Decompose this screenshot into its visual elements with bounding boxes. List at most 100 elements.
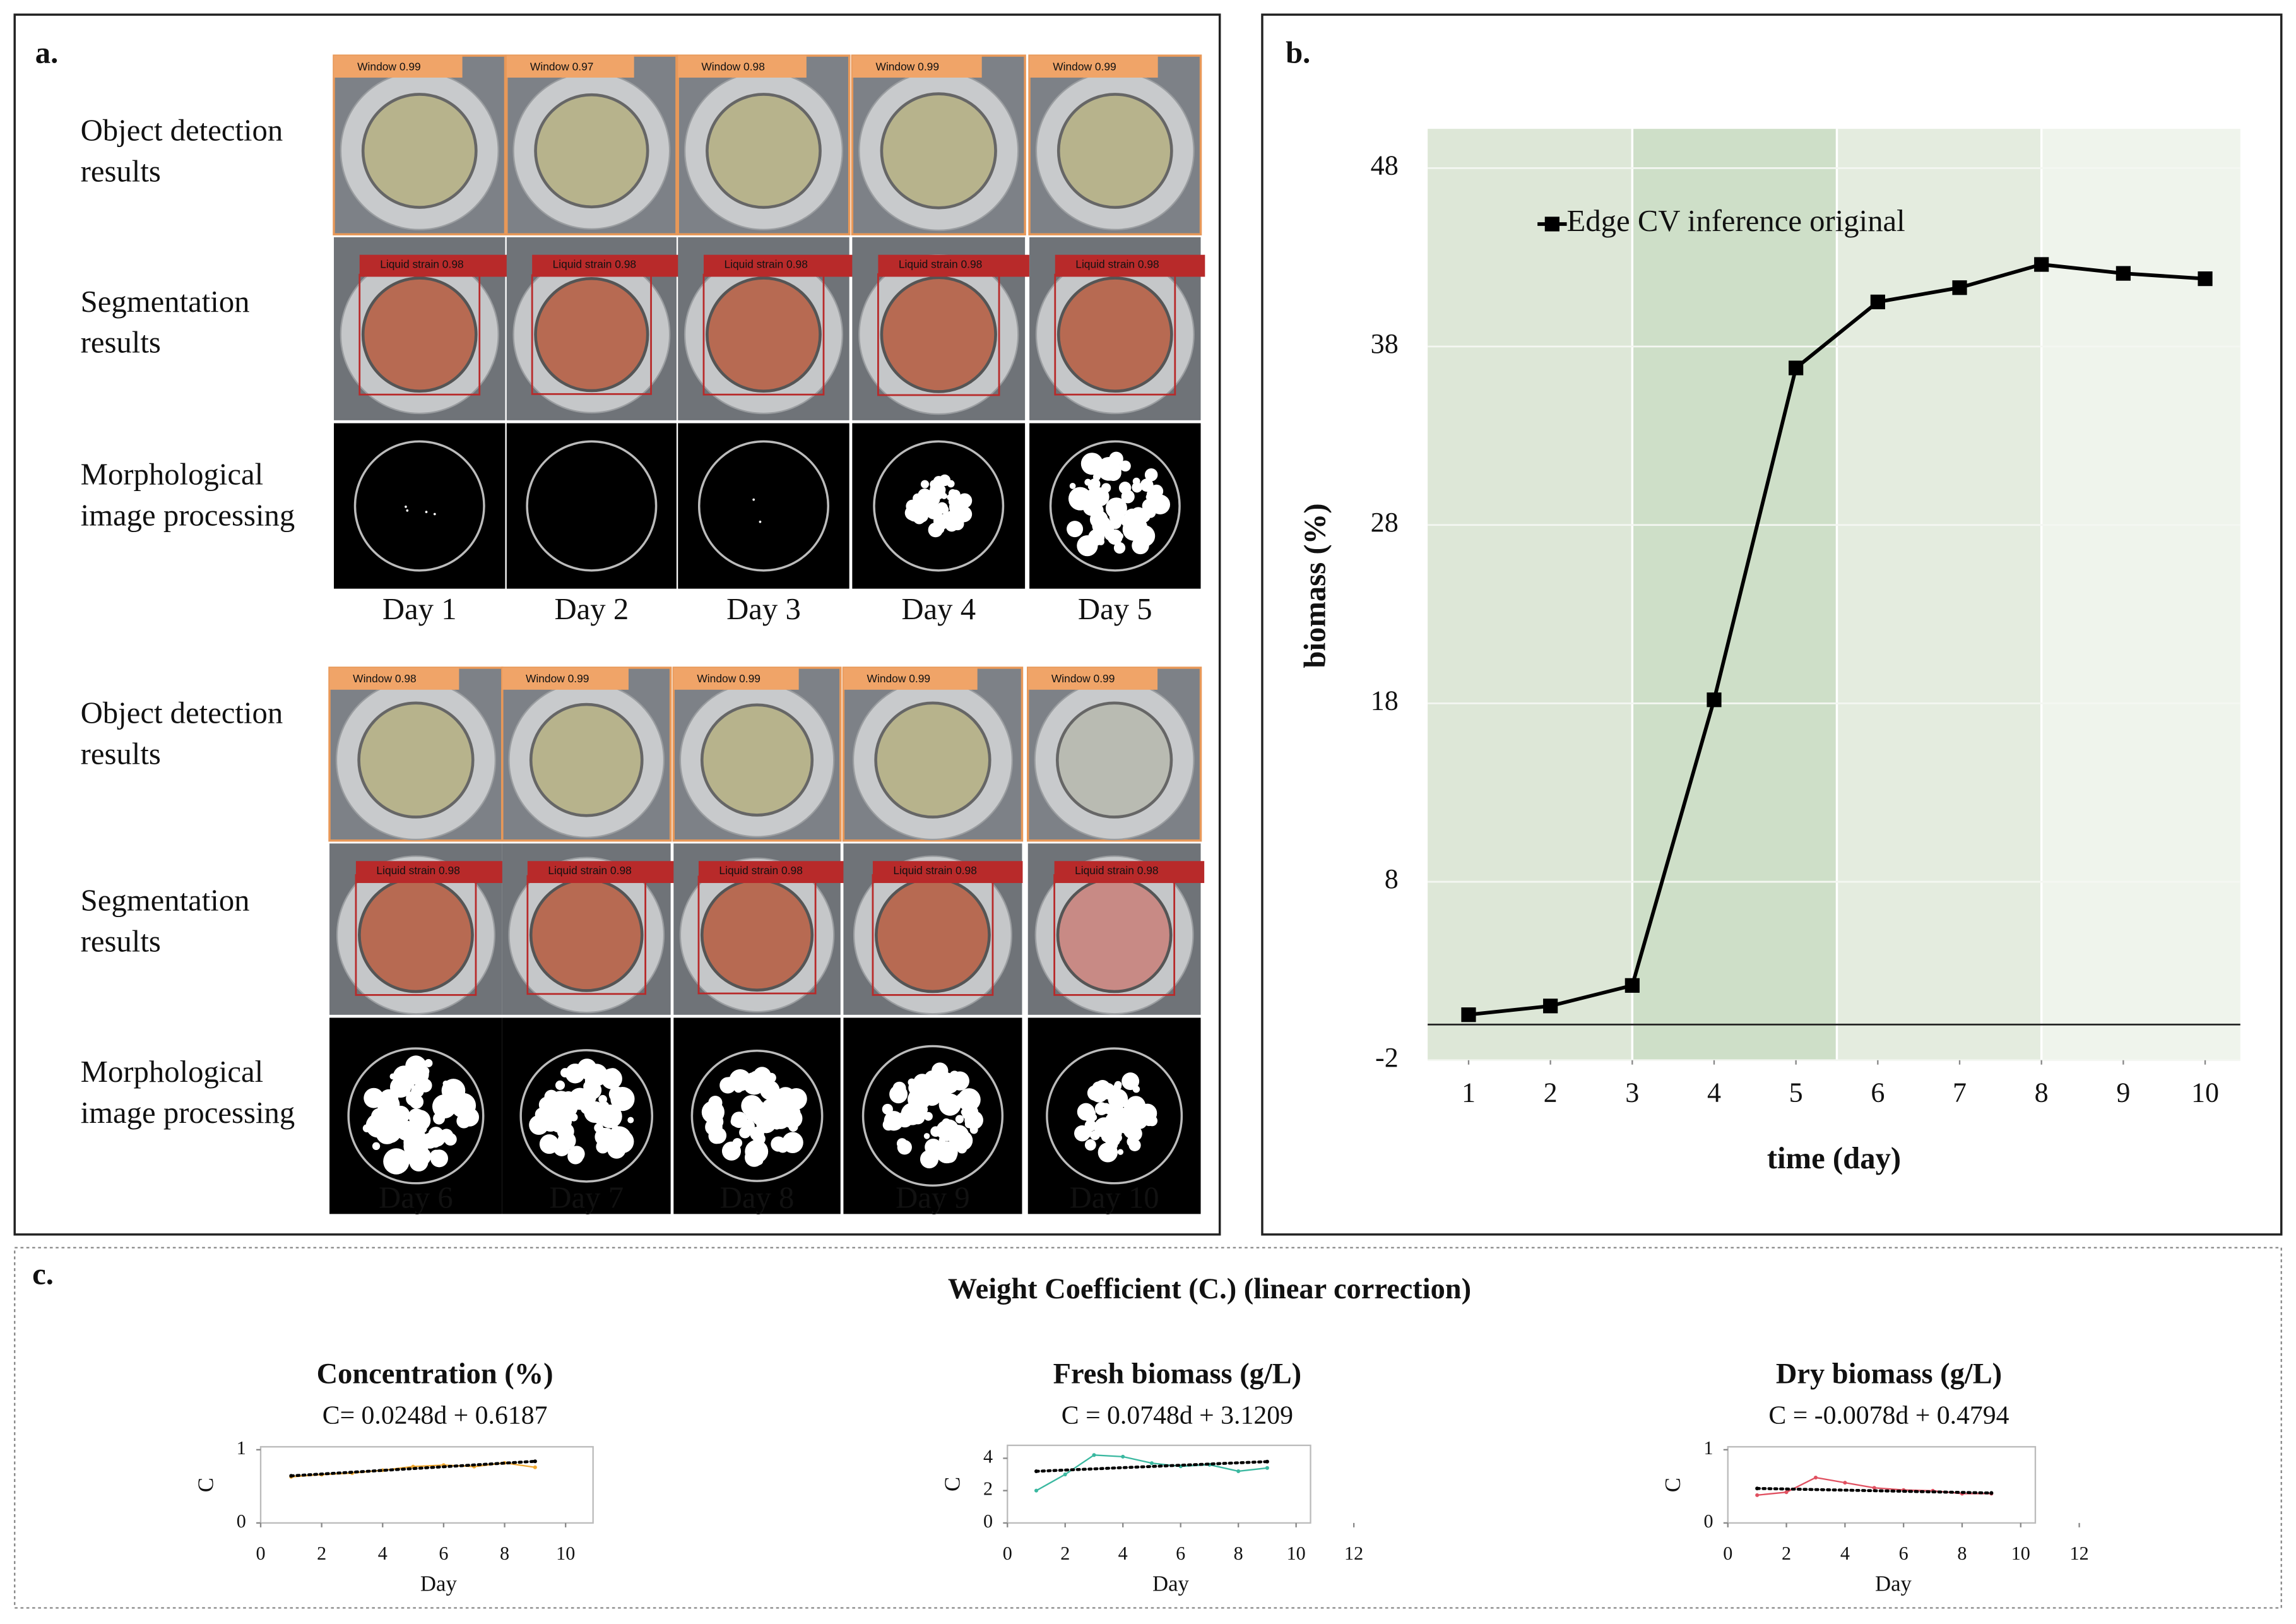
y-tick-label: 0 (237, 1510, 246, 1532)
mask-blob (759, 1106, 766, 1113)
mask-blob (405, 506, 407, 508)
mask-ring (353, 440, 485, 572)
mask-ring (1046, 1047, 1183, 1185)
data-point (1543, 999, 1558, 1014)
mask-blob (771, 1136, 786, 1152)
y-axis-label: biomass (%) (1298, 503, 1332, 668)
mask-blob (908, 1080, 923, 1096)
segmentation-tag (359, 254, 510, 277)
mask-blob (1084, 1139, 1096, 1151)
mask-blob (733, 1083, 743, 1093)
data-point (1092, 1453, 1096, 1457)
data-point (1624, 978, 1640, 993)
mask-blob (1146, 489, 1156, 499)
data-point (2116, 266, 2131, 281)
row-label: Segmentation (81, 285, 250, 319)
day-label: Day 10 (1070, 1181, 1159, 1215)
mask-blob (1077, 1103, 1095, 1121)
panel-label: a. (35, 35, 59, 69)
mask-ring (861, 1045, 1004, 1187)
x-tick-label: 2 (1782, 1543, 1791, 1564)
mask-blob (581, 1094, 593, 1106)
mask-blob (752, 498, 755, 501)
x-tick-label: 10 (1287, 1543, 1306, 1564)
mask-blob (938, 1093, 961, 1116)
y-tick-label: 28 (1371, 507, 1399, 538)
day-label: Day 1 (382, 592, 457, 626)
x-tick-label: 6 (1899, 1543, 1908, 1564)
window-glass (874, 701, 991, 819)
window-glass (529, 702, 644, 817)
mask-blob (1114, 1081, 1122, 1089)
mask-blob (941, 1145, 952, 1156)
segmentation-label: Liquid strain 0.98 (1075, 258, 1159, 271)
segmentation-label: Liquid strain 0.98 (719, 864, 802, 877)
mask-blob (897, 1140, 912, 1155)
x-tick-label: 6 (1871, 1077, 1885, 1108)
data-point (1063, 1473, 1067, 1477)
window-glass (361, 93, 478, 209)
mask-blob (396, 1120, 417, 1141)
window-culture (706, 276, 822, 393)
chart-title: Concentration (%) (317, 1358, 553, 1390)
background-band (1428, 129, 1633, 1060)
mask-blob (542, 1134, 557, 1149)
x-tick-label: 4 (378, 1543, 388, 1564)
data-point (1707, 692, 1722, 708)
mask-blob (383, 1148, 410, 1175)
background-band (1632, 129, 1837, 1060)
x-tick-label: 6 (439, 1543, 448, 1564)
day-label: Day 3 (726, 592, 801, 626)
mask-blob (1067, 521, 1084, 538)
mask-blob (405, 1055, 427, 1077)
x-tick-label: 6 (1176, 1543, 1185, 1564)
x-tick-label: 2 (1544, 1077, 1558, 1108)
row-label: results (81, 737, 161, 771)
day-label: Day 2 (554, 592, 629, 626)
mask-blob (1100, 1103, 1111, 1114)
x-tick-label: 8 (2035, 1077, 2049, 1108)
mask-blob (555, 1080, 565, 1090)
mask-blob (769, 1097, 788, 1117)
mask-ring (873, 440, 1005, 572)
mask-blob (892, 1081, 906, 1095)
mask-blob (719, 1077, 737, 1094)
x-tick-label: 0 (1723, 1543, 1732, 1564)
x-axis-label: Day (420, 1572, 458, 1596)
mask-blob (731, 1111, 748, 1129)
mask-blob (754, 1156, 764, 1165)
mask-blob (569, 1146, 585, 1163)
mask-blob (372, 1142, 381, 1151)
mask-blob (788, 1089, 795, 1096)
mask-blob (953, 497, 968, 512)
mask-blob (955, 1115, 964, 1123)
y-tick-label: 1 (1703, 1437, 1713, 1459)
detection-label: Window 0.99 (357, 60, 421, 73)
mask-blob (1117, 1149, 1124, 1155)
day-label: Day 7 (549, 1181, 624, 1215)
y-tick-label: 38 (1371, 328, 1399, 359)
mask-blob (425, 511, 428, 514)
data-point (289, 1474, 293, 1478)
data-point (2198, 271, 2213, 287)
detection-label: Window 0.99 (1051, 672, 1115, 685)
legend-marker (1544, 216, 1559, 232)
mask-blob (911, 1110, 925, 1125)
mask-blob (920, 480, 929, 489)
x-tick-label: 9 (2116, 1077, 2130, 1108)
mask-ring (690, 1050, 824, 1182)
panel-c-frame (14, 1247, 2282, 1609)
detection-tag (843, 667, 978, 690)
mask-blob (561, 1091, 576, 1106)
mask-blob (1150, 494, 1171, 514)
mask-blob (422, 1132, 439, 1149)
detection-label: Window 0.99 (1053, 60, 1116, 73)
mask-blob (409, 1094, 424, 1109)
x-tick-label: 0 (256, 1543, 265, 1564)
segmentation-label: Liquid strain 0.98 (380, 258, 463, 271)
mask-ring (347, 1047, 485, 1185)
mask-blob (1069, 483, 1076, 489)
chart-subtitle: C = -0.0078d + 0.4794 (1768, 1401, 2009, 1430)
window-glass (1055, 701, 1173, 819)
